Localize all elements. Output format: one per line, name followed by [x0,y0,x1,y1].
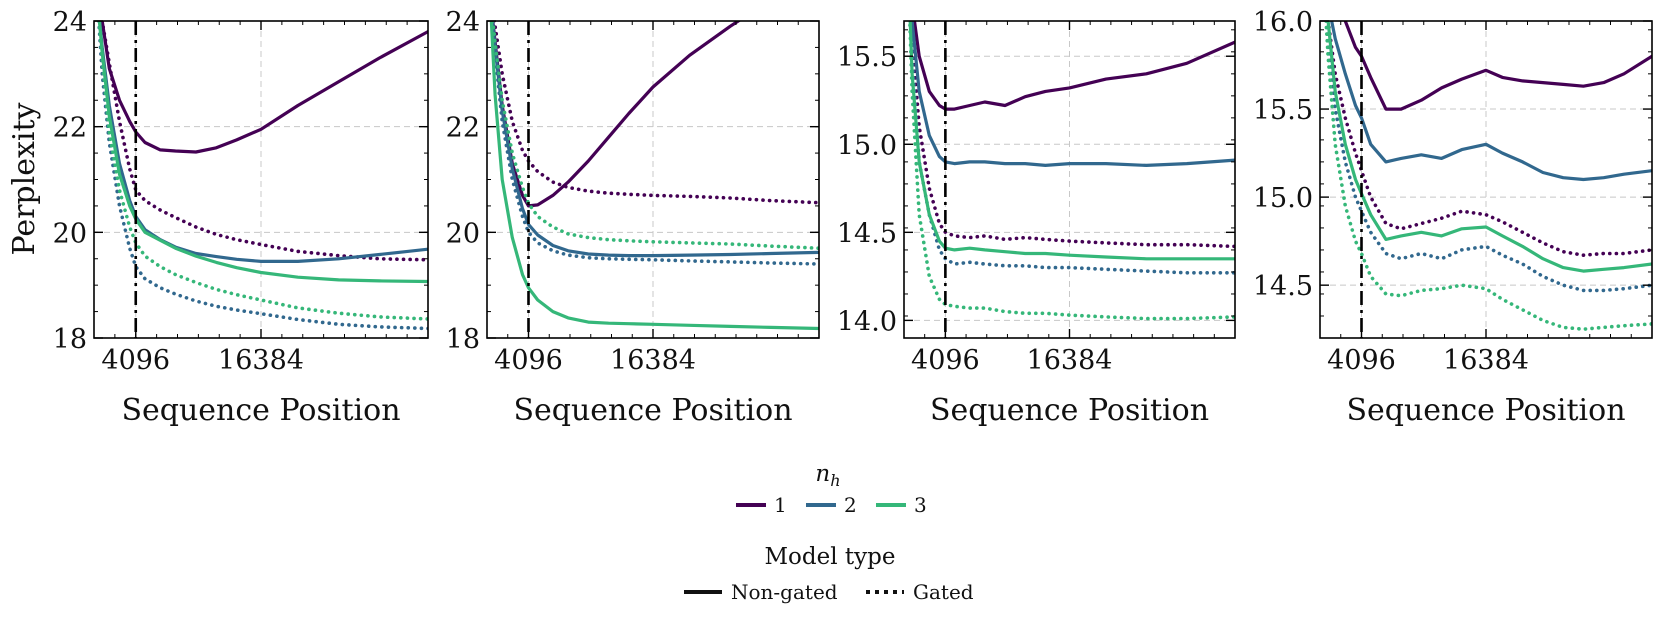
series-line-nh-3-gated [907,0,1235,319]
y-tick-label: 18 [53,324,87,355]
series-line-nh-2-non-gated [1323,0,1652,180]
series-line-nh-1-non-gated [1323,0,1652,109]
series-group [97,0,428,328]
x-tick-label: 4096 [911,345,980,376]
series-line-nh-2-non-gated [907,0,1235,165]
series-line-nh-3-gated [1323,0,1652,329]
x-axis-title: Sequence Position [930,393,1209,428]
x-tick-label: 4096 [101,345,170,376]
figure: 4096 16384 18 20 22 24 Sequence Position 4096 1… [0,0,1661,623]
legend-label-gated: Gated [913,580,974,604]
series-line-nh-3-gated [490,0,819,248]
x-tick-label: 16384 [610,345,696,376]
y-tick-label: 22 [53,113,87,144]
x-tick-label: 4096 [494,345,563,376]
axes-frame [487,21,819,338]
legend-nh-title: nh [815,461,840,490]
y-tick-label: 24 [446,7,480,38]
legend-model-type: Model type Non-gated Gated [684,544,974,604]
x-axis-title: Sequence Position [121,393,400,428]
series-line-nh-1-gated [907,0,1235,246]
axes-frame [94,21,428,338]
y-tick-label: 14.5 [837,218,897,249]
series-line-nh-1-non-gated [907,0,1235,109]
series-group [1323,0,1652,329]
series-line-nh-3-non-gated [1323,0,1652,271]
y-tick-label: 18 [446,324,480,355]
y-tick-label: 15.0 [837,130,897,161]
legend-nh: nh 1 2 3 [736,461,927,517]
subplot-3: 4096 16384 14.0 14.5 15.0 15.5 Sequence Positi… [837,0,1235,428]
x-tick-label: 4096 [1327,345,1396,376]
series-line-nh-2-gated [490,0,819,264]
subplot-4: 4096 16384 14.5 15.0 15.5 16.0 Sequence Positi… [1253,0,1652,428]
series-line-nh-3-non-gated [490,0,819,328]
y-tick-label: 14.0 [837,306,897,337]
subplot-1: 4096 16384 18 20 22 24 Sequence Position [53,0,428,428]
series-line-nh-3-non-gated [97,0,428,281]
legend-nh-title-subscript: h [830,471,840,490]
series-line-nh-1-non-gated [97,0,428,152]
series-line-nh-3-non-gated [907,0,1235,259]
y-tick-label: 15.5 [1253,95,1313,126]
y-tick-label: 15.5 [837,42,897,73]
legend-label-nh-2: 2 [844,493,857,517]
x-tick-label: 16384 [1443,345,1529,376]
series-group [907,0,1235,319]
series-line-nh-2-gated [97,0,428,328]
y-tick-label: 14.5 [1253,271,1313,302]
legend-label-non-gated: Non-gated [731,580,838,604]
y-tick-label: 22 [446,113,480,144]
x-axis-title: Sequence Position [513,393,792,428]
y-tick-label: 20 [53,218,87,249]
x-tick-label: 16384 [1027,345,1113,376]
y-tick-label: 20 [446,218,480,249]
x-tick-label: 16384 [218,345,304,376]
legend-nh-title-base: n [815,461,830,487]
subplot-2: 4096 16384 18 20 22 24 Sequence Position [446,0,819,428]
series-line-nh-1-non-gated [490,0,771,206]
series-line-nh-1-gated [490,0,819,203]
series-group [490,0,819,328]
axes-frame [904,21,1235,338]
y-tick-label: 16.0 [1253,7,1313,38]
y-tick-label: 15.0 [1253,183,1313,214]
legend-label-nh-1: 1 [774,493,787,517]
y-axis-title: Perplexity [7,102,42,255]
y-tick-label: 24 [53,7,87,38]
x-axis-title: Sequence Position [1346,393,1625,428]
legend-model-title: Model type [765,544,896,570]
series-line-nh-2-non-gated [97,0,428,261]
legend-label-nh-3: 3 [914,493,927,517]
